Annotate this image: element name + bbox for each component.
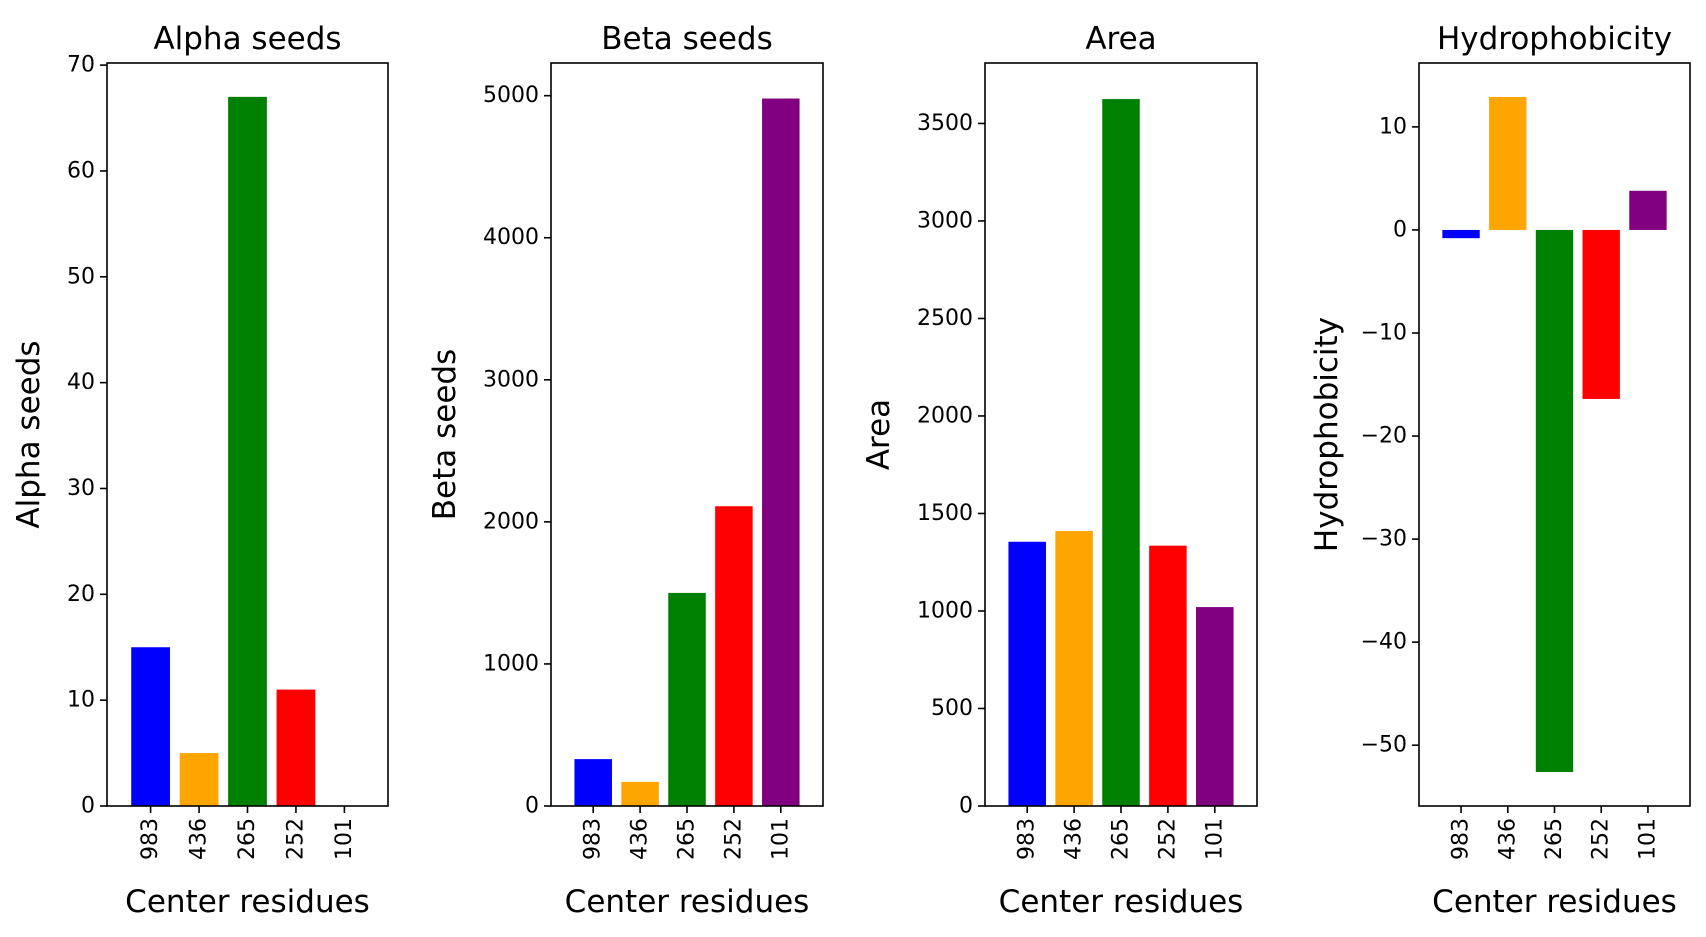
bar-101 bbox=[1196, 607, 1234, 806]
y-tick-label: 2000 bbox=[917, 403, 973, 428]
y-tick-label: 10 bbox=[67, 688, 95, 713]
bar-436 bbox=[1055, 531, 1093, 806]
chart-panel-2: 0 1000 2000 3000 4000 5000 983 436 265 252 101 Beta… bbox=[427, 21, 824, 920]
y-tick-label: −10 bbox=[1361, 320, 1407, 345]
y-tick-label: 1000 bbox=[917, 598, 973, 623]
y-tick-label: 0 bbox=[81, 794, 95, 819]
y-tick-label: 4000 bbox=[483, 225, 539, 250]
y-axis-label: Hydrophobicity bbox=[1309, 317, 1345, 552]
x-tick-label: 252 bbox=[721, 818, 746, 860]
x-tick-label: 265 bbox=[1109, 818, 1134, 860]
y-tick-label: 3000 bbox=[483, 367, 539, 392]
bar-252 bbox=[1582, 229, 1620, 399]
y-tick-label: 70 bbox=[67, 53, 95, 78]
chart-panel-4: −50 −40 −30 −20 −10 0 10 983 436 265 252 101 Hydroph… bbox=[1309, 21, 1691, 920]
x-tick-label: 436 bbox=[628, 818, 653, 860]
y-tick-label: 3500 bbox=[917, 111, 973, 136]
x-tick-label: 101 bbox=[332, 818, 357, 860]
x-tick-label: 101 bbox=[1202, 818, 1227, 860]
x-tick-label: 983 bbox=[1449, 818, 1474, 860]
bar-101 bbox=[1629, 190, 1667, 230]
x-tick-label: 252 bbox=[283, 818, 308, 860]
bar-983 bbox=[131, 647, 170, 806]
x-tick-label: 101 bbox=[1635, 818, 1660, 860]
chart-panel-3: 0 500 1000 1500 2000 2500 3000 3500 983 436 265 252… bbox=[861, 21, 1258, 920]
y-tick-label: 0 bbox=[959, 794, 973, 819]
y-tick-label: 0 bbox=[1393, 217, 1407, 242]
y-tick-label: 5000 bbox=[483, 83, 539, 108]
x-tick-label: 252 bbox=[1589, 818, 1614, 860]
y-tick-label: 20 bbox=[67, 582, 95, 607]
bar-252 bbox=[276, 689, 316, 806]
x-axis-label: Center residues bbox=[565, 884, 810, 920]
chart-title: Hydrophobicity bbox=[1437, 21, 1672, 57]
bar-265 bbox=[668, 592, 706, 806]
y-tick-label: −50 bbox=[1361, 733, 1407, 758]
chart-title: Beta seeds bbox=[601, 21, 772, 57]
chart-panel-1: 0 10 20 30 40 50 60 70 983 436 265 252 101 Alpha seed… bbox=[11, 21, 389, 920]
bar-265 bbox=[228, 96, 267, 807]
y-tick-label: 1000 bbox=[483, 651, 539, 676]
x-tick-label: 983 bbox=[1015, 818, 1040, 860]
bar-252 bbox=[1149, 545, 1187, 806]
bar-983 bbox=[1442, 229, 1480, 239]
y-axis-label: Beta seeds bbox=[427, 349, 463, 520]
x-tick-label: 265 bbox=[675, 818, 700, 860]
bar-252 bbox=[715, 506, 753, 806]
bar-436 bbox=[179, 753, 219, 806]
bar-983 bbox=[574, 759, 612, 806]
x-axis-label: Center residues bbox=[125, 884, 370, 920]
bar-265 bbox=[1102, 99, 1140, 806]
x-tick-label: 265 bbox=[235, 818, 260, 860]
x-tick-label: 101 bbox=[768, 818, 793, 860]
y-tick-label: −40 bbox=[1361, 630, 1407, 655]
y-axis-label: Area bbox=[861, 399, 897, 470]
x-tick-label: 983 bbox=[581, 818, 606, 860]
x-axis-label: Center residues bbox=[1432, 884, 1677, 920]
x-axis-label: Center residues bbox=[999, 884, 1244, 920]
bar-436 bbox=[1489, 97, 1527, 230]
chart-title: Alpha seeds bbox=[153, 21, 341, 57]
y-tick-label: 40 bbox=[67, 370, 95, 395]
y-tick-label: −20 bbox=[1361, 424, 1407, 449]
y-tick-label: 3000 bbox=[917, 208, 973, 233]
bar-436 bbox=[621, 781, 659, 806]
y-tick-label: 0 bbox=[525, 794, 539, 819]
x-tick-label: 265 bbox=[1542, 818, 1567, 860]
y-axis-label: Alpha seeds bbox=[11, 340, 47, 528]
chart-title: Area bbox=[1085, 21, 1156, 57]
y-tick-label: 500 bbox=[931, 696, 973, 721]
y-tick-label: 30 bbox=[67, 476, 95, 501]
y-tick-label: 60 bbox=[67, 158, 95, 183]
bar-983 bbox=[1008, 541, 1046, 806]
bar-101 bbox=[762, 98, 800, 806]
x-tick-label: 436 bbox=[187, 818, 212, 860]
x-tick-label: 252 bbox=[1155, 818, 1180, 860]
y-tick-label: 1500 bbox=[917, 501, 973, 526]
y-tick-label: 10 bbox=[1379, 114, 1407, 139]
bar-265 bbox=[1535, 229, 1574, 772]
y-tick-label: −30 bbox=[1361, 527, 1407, 552]
x-tick-label: 436 bbox=[1062, 818, 1087, 860]
y-tick-label: 2500 bbox=[917, 306, 973, 331]
y-tick-label: 50 bbox=[67, 264, 95, 289]
x-tick-label: 983 bbox=[138, 818, 163, 860]
y-tick-label: 2000 bbox=[483, 509, 539, 534]
x-tick-label: 436 bbox=[1495, 818, 1520, 860]
